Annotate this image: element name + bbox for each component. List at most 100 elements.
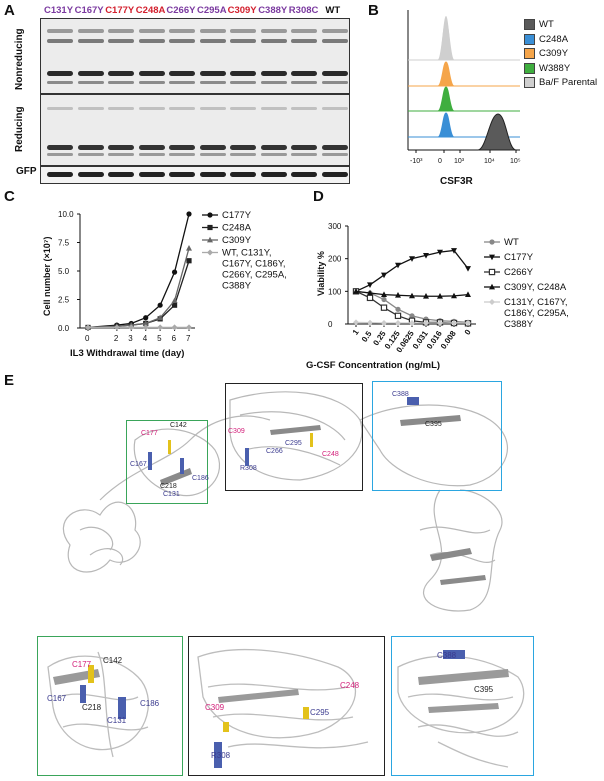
d-data-point [353,288,359,294]
blot-band [108,107,134,110]
zoom-black-box [188,636,385,776]
c-data-point [186,245,192,251]
flow-peak-wt [477,113,517,151]
legend-swatch [524,33,535,45]
blot-band [47,153,73,156]
d-xtick-label: 0 [463,327,473,336]
z-c248: C248 [340,681,360,690]
c-series-line [87,248,190,329]
d-legend-label: C131Y, C167Y, [504,297,568,308]
lane-label: WT [325,5,341,16]
c-xtick-label: 3 [128,334,133,343]
d-data-point [381,291,387,297]
c-legend-label: C167Y, C186Y, [222,259,286,270]
d-data-point [465,291,471,297]
ov-c142: C142 [170,422,187,429]
d-legend-marker [489,254,495,261]
legend-label: Ba/F Parental [539,77,598,89]
panel-a-letter: A [4,2,15,19]
blot-band [230,39,256,43]
z-c167: C167 [47,694,67,703]
c-data-point [142,320,149,326]
overview-green-box [126,420,208,504]
blot-band [199,172,226,177]
ov-r308: R308 [240,465,257,472]
blot-band [291,39,317,43]
blot-band [260,145,287,150]
blot-band [199,39,226,43]
c-data-point [157,324,164,331]
blot-band [138,81,165,84]
legend-swatch [524,77,535,88]
c-xtick-label: 7 [186,334,191,343]
blot-band [321,39,348,43]
ov-c131: C131 [163,491,180,498]
blot-band [77,39,104,43]
d-data-point [394,312,402,320]
blot-band [169,145,195,150]
legend-label: C309Y [539,48,569,60]
d-legend-marker [489,239,495,245]
blot-band [321,107,348,110]
flow-peak-parental [438,16,454,60]
zoom-green-box [37,636,183,776]
z-c142: C142 [103,656,123,665]
c-data-point [186,324,192,331]
lane-label: R308C [288,5,319,16]
blot-band [260,107,287,110]
c-data-point [142,324,149,331]
z-c309: C309 [205,703,225,712]
lane-label: C266Y [166,5,196,16]
legend-swatch [524,48,535,59]
blot-band [230,29,256,33]
gfp-label: GFP [16,166,37,177]
d-ytick-label: 0 [328,320,333,329]
z-r308: R308 [211,751,231,760]
d-data-point [451,248,457,254]
c-data-point [85,324,91,331]
blot-band [321,29,348,33]
d-legend-marker [488,268,496,276]
d-ytick-label: 200 [328,255,342,264]
ov-stick-blue-2 [180,458,184,474]
blot-band [291,145,317,150]
c-legend-label: C177Y [222,210,252,221]
blot-band [260,39,287,43]
blot-band [230,172,256,177]
c-ytick-label: 10.0 [58,210,74,219]
c-ytick-label: 0.0 [58,324,70,333]
lane-label: C131Y [44,5,74,16]
lane-label: C167Y [74,5,104,16]
reducing-label: Reducing [14,106,25,152]
c-data-point [171,302,178,308]
d-legend-label: C309Y, C248A [504,282,567,293]
ov-stick-yellow-2 [310,433,313,447]
nonreducing-blot [40,18,350,94]
c-legend-marker [207,249,213,256]
lane-label: C309Y [227,5,257,16]
d-data-point [395,320,401,327]
c-data-point [186,258,192,264]
ov-stick-blue-3 [245,448,249,466]
flow-peak [437,112,455,138]
blot-band [77,81,104,84]
d-data-point [423,253,429,259]
c-legend-marker [207,236,213,243]
z-c186: C186 [140,699,160,708]
blot-band [260,81,287,84]
blot-band [169,153,195,156]
blot-band [77,153,104,156]
blot-band [169,29,195,33]
c-legend-marker [207,212,213,218]
blot-band [169,81,195,84]
flow-histogram: -10³ 0 10³ 10⁴ 10⁵ [407,10,521,165]
blot-band [138,153,165,156]
blot-band [108,81,134,84]
growth-chart: 0.0 2.5 5.0 7.5 10.0 0 2 3 4 5 6 7 Cell number (×10⁷… [42,210,287,359]
d-data-point [353,319,359,326]
blot-band [138,29,165,33]
c-data-point [157,302,163,308]
c-legend-label: C266Y, C295A, [222,270,287,281]
overview-blue-box [372,381,502,491]
d-data-point [465,266,471,272]
